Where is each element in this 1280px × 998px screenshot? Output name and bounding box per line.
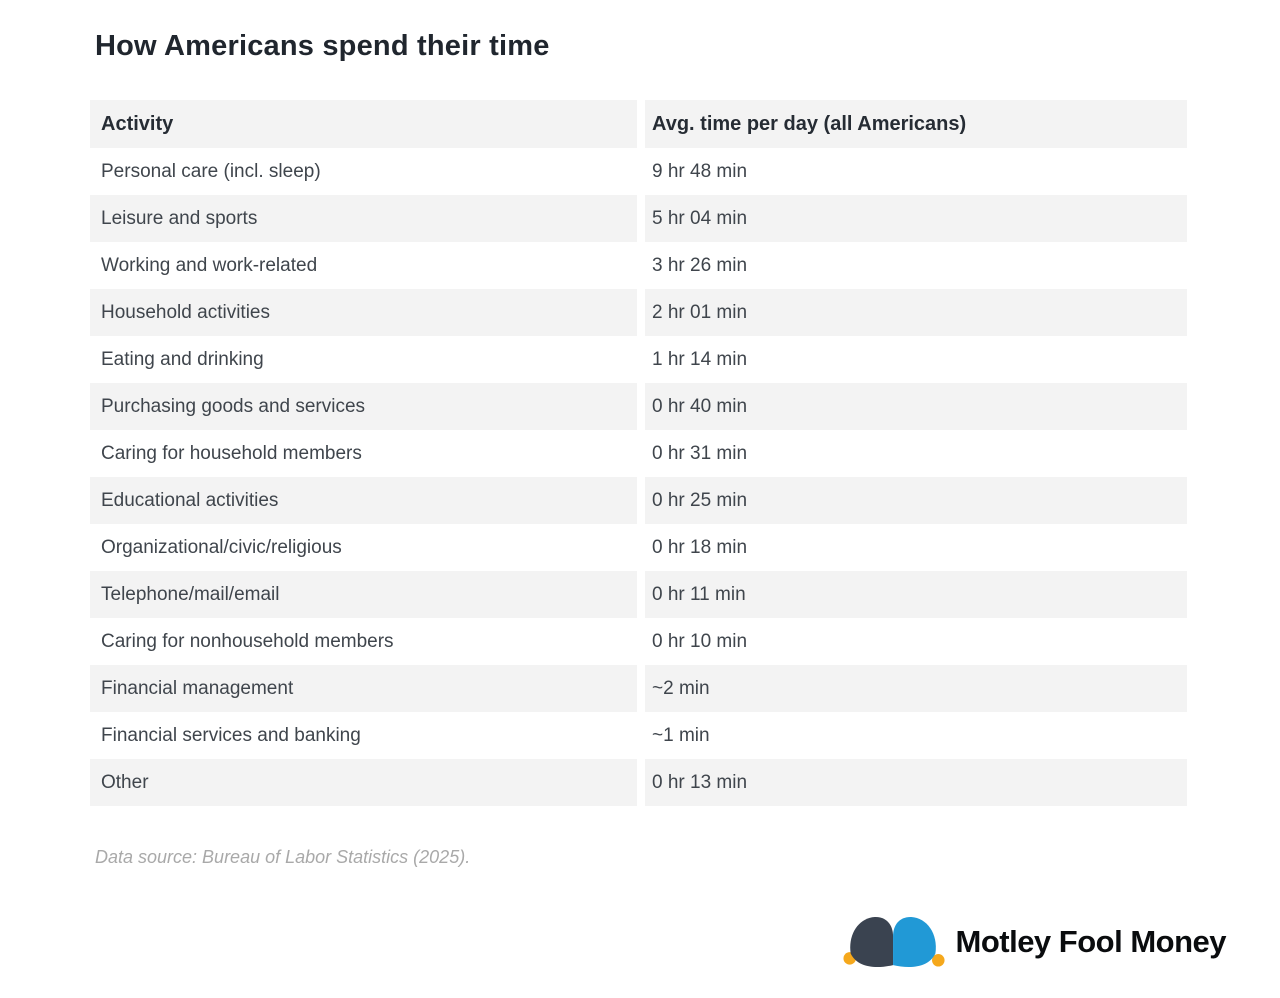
column-divider [637,100,645,148]
column-divider [637,477,645,524]
time-cell: 0 hr 40 min [645,383,1187,430]
table-row: Telephone/mail/email 0 hr 11 min [90,571,1187,618]
time-cell: 0 hr 11 min [645,571,1187,618]
table-row: Working and work-related 3 hr 26 min [90,242,1187,289]
table-row: Leisure and sports 5 hr 04 min [90,195,1187,242]
time-cell: 0 hr 10 min [645,618,1187,665]
activity-column-header: Activity [90,100,637,148]
table-row: Caring for nonhousehold members 0 hr 10 m… [90,618,1187,665]
table-row: Financial management ~2 min [90,665,1187,712]
activity-cell: Educational activities [90,477,637,524]
time-column-header: Avg. time per day (all Americans) [645,100,1187,148]
activity-cell: Eating and drinking [90,336,637,383]
activity-cell: Purchasing goods and services [90,383,637,430]
time-cell: 1 hr 14 min [645,336,1187,383]
activity-cell: Financial management [90,665,637,712]
table-row: Personal care (incl. sleep) 9 hr 48 min [90,148,1187,195]
table-row: Educational activities 0 hr 25 min [90,477,1187,524]
activity-cell: Household activities [90,289,637,336]
time-cell: ~2 min [645,665,1187,712]
table-header-row: Activity Avg. time per day (all American… [90,100,1187,148]
column-divider [637,524,645,571]
data-source-note: Data source: Bureau of Labor Statistics … [95,847,471,867]
time-cell: ~1 min [645,712,1187,759]
time-cell: 9 hr 48 min [645,148,1187,195]
brand-wordmark: Motley Fool Money [955,924,1227,959]
jester-hat-icon [842,916,945,968]
column-divider [637,571,645,618]
activity-cell: Working and work-related [90,242,637,289]
brand-logo: Motley Fool Money [842,910,1227,974]
column-divider [637,712,645,759]
column-divider [637,289,645,336]
activity-cell: Caring for nonhousehold members [90,618,637,665]
column-divider [637,195,645,242]
column-divider [637,148,645,195]
time-cell: 5 hr 04 min [645,195,1187,242]
time-use-table: Activity Avg. time per day (all American… [90,100,1187,806]
column-divider [637,242,645,289]
time-cell: 0 hr 18 min [645,524,1187,571]
activity-cell: Personal care (incl. sleep) [90,148,637,195]
column-divider [637,759,645,806]
time-cell: 0 hr 25 min [645,477,1187,524]
table-row: Household activities 2 hr 01 min [90,289,1187,336]
column-divider [637,665,645,712]
activity-cell: Financial services and banking [90,712,637,759]
time-cell: 0 hr 31 min [645,430,1187,477]
page-title: How Americans spend their time [95,30,550,62]
time-cell: 2 hr 01 min [645,289,1187,336]
table-row: Caring for household members 0 hr 31 min [90,430,1187,477]
table-body: Personal care (incl. sleep) 9 hr 48 min Le… [90,148,1187,806]
time-cell: 3 hr 26 min [645,242,1187,289]
activity-cell: Organizational/civic/religious [90,524,637,571]
time-cell: 0 hr 13 min [645,759,1187,806]
activity-cell: Caring for household members [90,430,637,477]
column-divider [637,383,645,430]
table-row: Eating and drinking 1 hr 14 min [90,336,1187,383]
table-row: Purchasing goods and services 0 hr 40 min [90,383,1187,430]
table-row: Other 0 hr 13 min [90,759,1187,806]
column-divider [637,336,645,383]
table-row: Organizational/civic/religious 0 hr 18 mi… [90,524,1187,571]
column-divider [637,618,645,665]
activity-cell: Telephone/mail/email [90,571,637,618]
column-divider [637,430,645,477]
table-row: Financial services and banking ~1 min [90,712,1187,759]
activity-cell: Other [90,759,637,806]
activity-cell: Leisure and sports [90,195,637,242]
